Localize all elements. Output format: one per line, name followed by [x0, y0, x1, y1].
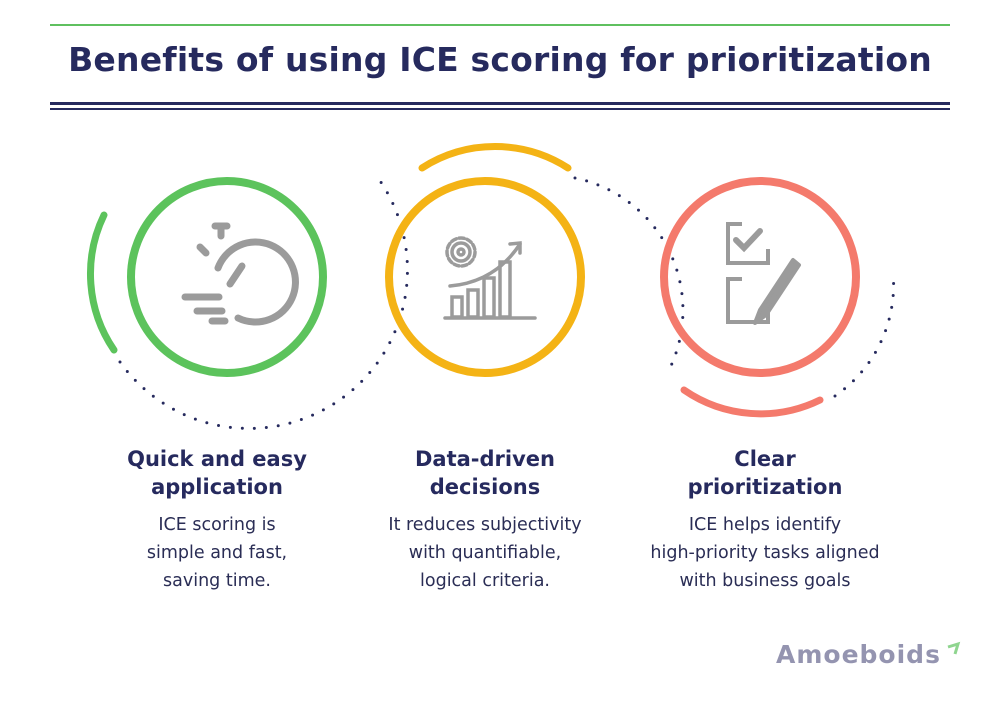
benefit-title: Quick and easy application — [87, 445, 347, 501]
benefit-clear-prioritization: Clear prioritization ICE helps identify hi… — [620, 445, 910, 595]
title-line: decisions — [429, 475, 541, 499]
title-line: application — [151, 475, 283, 499]
desc-line: saving time. — [163, 571, 271, 591]
dotted-arc-red — [833, 270, 896, 398]
benefit-title: Clear prioritization — [620, 445, 910, 501]
gear-chart-icon — [443, 236, 537, 320]
desc-line: with business goals — [679, 571, 851, 591]
benefit-title: Data-driven decisions — [355, 445, 615, 501]
checklist-pencil-icon — [726, 222, 801, 325]
benefit-desc: It reduces subjectivity with quantifiable… — [355, 511, 615, 595]
desc-line: high-priority tasks aligned — [650, 543, 880, 563]
title-line: Clear — [734, 447, 796, 471]
benefit-desc: ICE helps identify high-priority tasks al… — [620, 511, 910, 595]
benefit-desc: ICE scoring is simple and fast, saving tim… — [87, 511, 347, 595]
desc-line: ICE helps identify — [688, 515, 842, 535]
yellow-outer-arc — [418, 143, 572, 172]
desc-line: logical criteria. — [420, 571, 550, 591]
page-title: Benefits of using ICE scoring for priori… — [68, 40, 932, 79]
title-line: prioritization — [687, 475, 843, 499]
top-divider — [50, 24, 950, 26]
desc-line: It reduces subjectivity — [388, 515, 582, 535]
benefit-quick-easy: Quick and easy application ICE scoring is… — [87, 445, 347, 595]
desc-line: simple and fast, — [146, 543, 288, 563]
benefit-data-driven: Data-driven decisions It reduces subjecti… — [355, 445, 615, 595]
green-outer-arc — [87, 211, 118, 354]
desc-line: with quantifiable, — [408, 543, 562, 563]
dotted-arc-yellow — [573, 176, 685, 374]
logo-arrow-icon — [947, 641, 961, 655]
green-circle — [127, 177, 327, 377]
dotted-arc-green — [118, 176, 409, 430]
stopwatch-icon — [181, 222, 299, 326]
title-divider — [50, 102, 950, 105]
title-line: Quick and easy — [127, 447, 307, 471]
title-divider-2 — [50, 108, 950, 110]
amoeboids-logo: Amoeboids — [776, 640, 941, 669]
red-outer-arc — [680, 386, 824, 418]
red-circle — [660, 177, 860, 377]
title-line: Data-driven — [415, 447, 555, 471]
desc-line: ICE scoring is — [158, 515, 276, 535]
yellow-circle — [385, 177, 585, 377]
